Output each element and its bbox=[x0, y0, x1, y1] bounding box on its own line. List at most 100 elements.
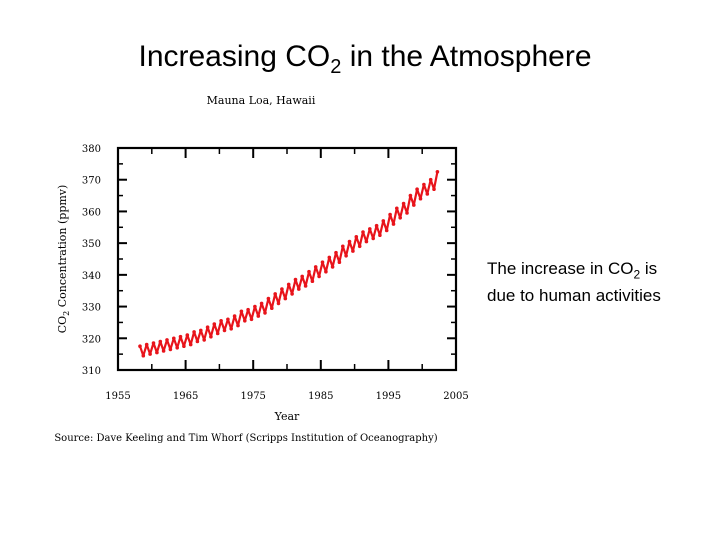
co2-data-point bbox=[344, 254, 348, 258]
co2-data-point bbox=[232, 314, 237, 318]
co2-data-point bbox=[185, 333, 190, 337]
co2-data-point bbox=[195, 339, 200, 344]
co2-data-point bbox=[215, 331, 220, 336]
y-tick-label: 320 bbox=[82, 334, 101, 345]
co2-data-point bbox=[286, 282, 291, 287]
co2-data-point bbox=[202, 338, 206, 342]
co2-data-point bbox=[155, 350, 159, 355]
co2-data-point bbox=[428, 177, 433, 182]
co2-data-point bbox=[172, 336, 176, 341]
co2-data-point bbox=[354, 235, 359, 239]
co2-data-point bbox=[263, 311, 267, 315]
y-axis-label-main: CO bbox=[56, 316, 69, 333]
source-credit: Source: Dave Keeling and Tim Whorf (Scri… bbox=[54, 433, 437, 444]
co2-data-point bbox=[300, 274, 305, 279]
co2-data-point bbox=[259, 301, 264, 306]
co2-data-point bbox=[192, 330, 196, 334]
y-tick-label: 310 bbox=[82, 366, 101, 377]
co2-data-point bbox=[334, 250, 338, 255]
co2-data-point bbox=[327, 255, 332, 260]
co2-data-point bbox=[415, 187, 419, 191]
co2-data-point bbox=[256, 314, 261, 318]
co2-data-point bbox=[266, 296, 271, 301]
x-axis-ticks bbox=[117, 148, 457, 370]
co2-data-point bbox=[351, 249, 355, 253]
co2-data-point bbox=[226, 317, 230, 322]
co2-data-point bbox=[374, 223, 379, 228]
co2-data-point bbox=[270, 306, 274, 311]
co2-data-point bbox=[435, 170, 440, 174]
slide-title: Increasing CO2 in the Atmosphere bbox=[0, 40, 720, 79]
co2-data-point bbox=[168, 347, 173, 352]
co2-data-point bbox=[158, 339, 163, 344]
y-axis-label-subscript: 2 bbox=[62, 311, 71, 316]
co2-data-point bbox=[401, 201, 406, 206]
y-tick-label: 340 bbox=[82, 271, 101, 282]
y-axis-tick-labels: 310 320 330 340 350 360 370 380 bbox=[82, 144, 101, 377]
co2-data-point bbox=[412, 203, 416, 207]
y-tick-label: 330 bbox=[82, 303, 101, 314]
x-tick-label: 1965 bbox=[173, 391, 198, 402]
co2-data-point bbox=[337, 260, 342, 265]
co2-data-point bbox=[182, 344, 186, 349]
co2-data-point bbox=[408, 193, 413, 198]
co2-data-point bbox=[212, 322, 217, 326]
series-layer bbox=[138, 170, 440, 358]
co2-data-point bbox=[148, 352, 152, 356]
co2-data-point bbox=[391, 222, 396, 226]
co2-data-point bbox=[405, 211, 409, 215]
co2-data-point bbox=[246, 307, 250, 312]
co2-data-point bbox=[381, 219, 386, 223]
co2-data-point bbox=[138, 344, 142, 349]
co2-data-point bbox=[425, 192, 430, 196]
co2-data-point bbox=[297, 287, 301, 291]
co2-data-point bbox=[209, 334, 213, 339]
co2-data-point bbox=[432, 187, 436, 191]
co2-series-line bbox=[138, 171, 439, 357]
co2-data-point bbox=[229, 327, 233, 331]
co2-data-point bbox=[307, 269, 311, 274]
side-note-line1-a: The increase in CO bbox=[487, 259, 634, 278]
co2-data-point bbox=[273, 292, 278, 296]
side-note: The increase in CO2 is due to human activ… bbox=[487, 258, 717, 307]
x-axis-label: Year bbox=[274, 410, 300, 423]
slide-title-tail: in the Atmosphere bbox=[341, 40, 592, 73]
co2-data-point bbox=[313, 265, 318, 269]
side-note-line2: due to human activities bbox=[487, 286, 661, 306]
co2-data-point bbox=[388, 212, 392, 217]
co2-data-point bbox=[303, 284, 308, 288]
y-tick-label: 370 bbox=[82, 176, 101, 187]
co2-data-point bbox=[283, 296, 288, 301]
co2-data-point bbox=[188, 342, 193, 347]
co2-data-point bbox=[280, 287, 284, 291]
co2-data-point bbox=[330, 265, 335, 269]
co2-data-point bbox=[422, 182, 426, 187]
x-tick-label: 2005 bbox=[443, 391, 468, 402]
x-axis-tick-labels: 1955 1965 1975 1985 1995 2005 bbox=[105, 391, 468, 402]
co2-data-point bbox=[178, 334, 183, 339]
co2-data-point bbox=[175, 346, 179, 350]
co2-data-point bbox=[253, 304, 257, 309]
x-tick-label: 1985 bbox=[308, 391, 333, 402]
co2-data-point bbox=[239, 309, 244, 314]
co2-data-point bbox=[368, 227, 372, 231]
co2-data-point bbox=[144, 342, 149, 347]
co2-data-point bbox=[243, 319, 247, 323]
co2-data-point bbox=[341, 244, 345, 249]
x-tick-label: 1955 bbox=[105, 391, 130, 402]
slide-title-main: Increasing CO bbox=[138, 40, 331, 73]
co2-data-point bbox=[199, 328, 203, 333]
co2-data-point bbox=[361, 230, 365, 234]
co2-data-point bbox=[357, 244, 362, 249]
co2-data-point bbox=[364, 239, 369, 244]
co2-data-point bbox=[384, 228, 389, 233]
co2-data-point bbox=[249, 317, 254, 322]
co2-data-point bbox=[141, 353, 146, 358]
co2-data-point bbox=[378, 233, 382, 237]
co2-data-point bbox=[236, 323, 240, 328]
co2-data-point bbox=[276, 301, 281, 306]
y-axis-ticks bbox=[118, 147, 456, 371]
y-tick-label: 380 bbox=[82, 144, 101, 155]
chart-title: Mauna Loa, Hawaii bbox=[207, 94, 316, 107]
